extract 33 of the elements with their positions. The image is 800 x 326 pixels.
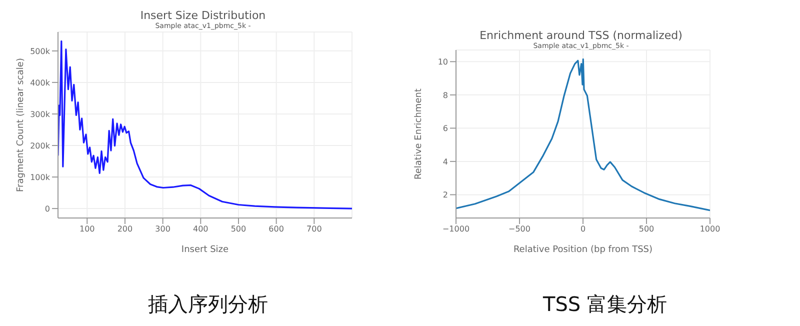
y-tick-label: 500k [30, 46, 50, 56]
y-tick-label: 0 [44, 204, 50, 214]
x-tick-label: 200 [117, 224, 133, 234]
x-tick-label: 500 [230, 224, 246, 234]
y-tick-label: 300k [30, 110, 50, 119]
line-series [456, 58, 710, 212]
y-tick-label: 8 [442, 90, 448, 100]
y-tick-label: 4 [442, 157, 448, 166]
line-series [58, 40, 352, 210]
x-tick-label: 500 [638, 224, 654, 234]
x-tick-label: 700 [306, 224, 322, 234]
x-tick-label: −500 [508, 224, 530, 234]
chart-title: Insert Size Distribution [139, 9, 267, 22]
text: TSS 富集分析 [542, 291, 668, 318]
x-tick-label: 400 [193, 224, 208, 234]
y-axis-title: Relative Enrichment [414, 88, 424, 180]
y-tick-label: 200k [30, 141, 50, 150]
x-tick-label: 600 [268, 224, 284, 234]
x-tick-label: 100 [79, 224, 95, 234]
x-tick-label: 0 [580, 224, 586, 234]
x-tick-label: 300 [155, 224, 170, 234]
chart-title: Enrichment around TSS (normalized) [478, 29, 684, 42]
y-tick-label: 400k [30, 78, 50, 88]
text: 插入序列分析 [147, 291, 269, 318]
y-tick-label: 10 [438, 57, 448, 66]
y-tick-label: 100k [30, 172, 50, 182]
x-tick-label: 1000 [700, 224, 720, 234]
x-axis-title: Relative Position (bp from TSS) [513, 245, 653, 255]
y-axis-title: Fragment Count (linear scale) [16, 58, 26, 192]
x-axis-title: Insert Size [181, 245, 230, 255]
y-tick-label: 6 [442, 124, 448, 134]
x-tick-label: −1000 [442, 224, 470, 234]
y-tick-label: 2 [442, 190, 448, 200]
